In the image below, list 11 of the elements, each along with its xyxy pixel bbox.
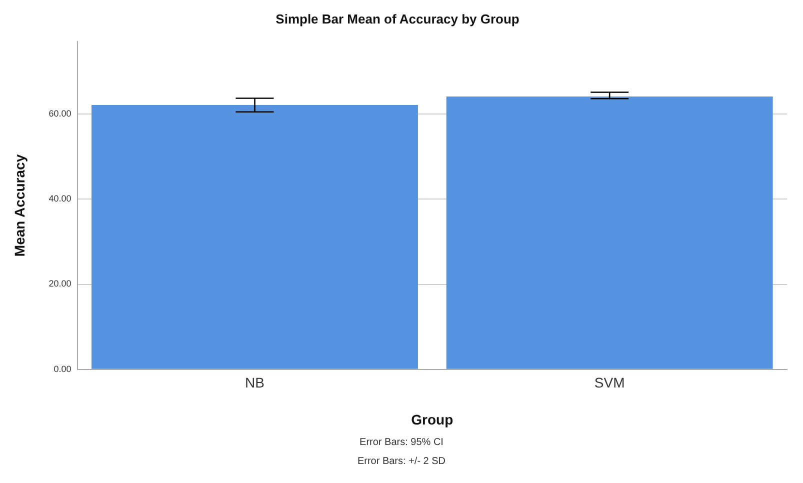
x-tick-label: SVM bbox=[594, 374, 625, 391]
y-tick-label: 40.00 bbox=[48, 194, 72, 204]
x-axis-title: Group bbox=[411, 411, 454, 428]
y-tick-label: 0.00 bbox=[54, 364, 72, 374]
y-tick-label: 20.00 bbox=[48, 278, 72, 289]
chart-title: Simple Bar Mean of Accuracy by Group bbox=[276, 11, 520, 26]
x-tick-label: NB bbox=[245, 374, 264, 391]
y-axis-title: Mean Accuracy bbox=[11, 154, 28, 257]
y-tick-label: 60.00 bbox=[48, 108, 72, 118]
text: Error Bars: 95% CI bbox=[358, 437, 444, 448]
text: Error Bars: +/- 2 SD bbox=[356, 456, 447, 467]
